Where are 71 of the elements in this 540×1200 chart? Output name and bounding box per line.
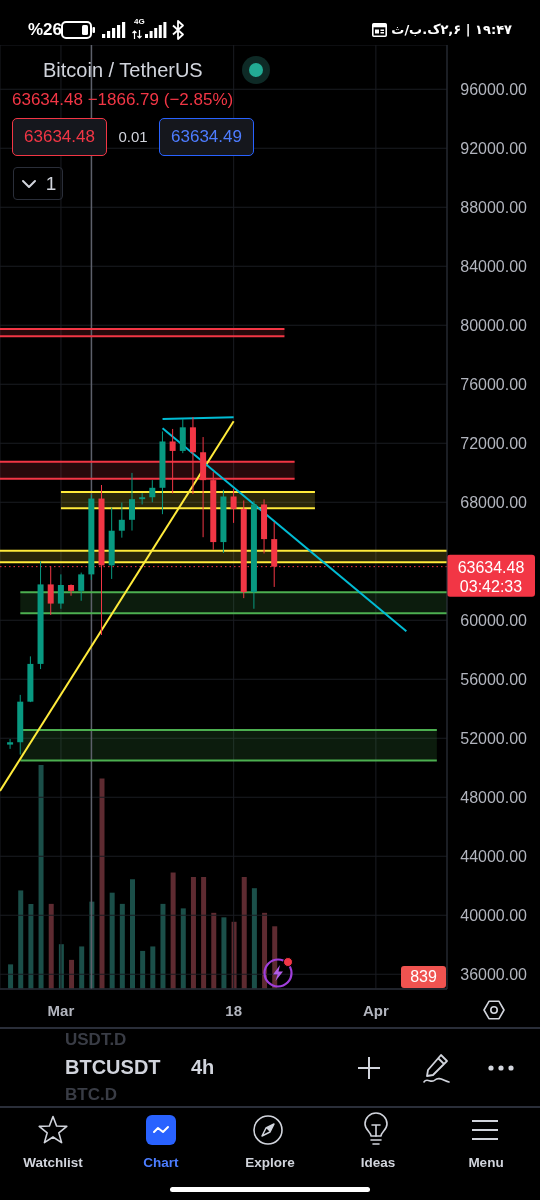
x-tick-label: Apr: [362, 1001, 389, 1019]
candlestick: [118, 502, 125, 539]
annotation: 0.01: [118, 127, 148, 145]
text: Menu: [468, 1154, 504, 1170]
bar: [28, 903, 34, 989]
candlestick: [139, 492, 146, 505]
annotation: 1: [45, 172, 57, 194]
bar: [79, 946, 85, 989]
bar: [150, 946, 156, 989]
bar: [140, 950, 146, 989]
bar: [180, 908, 186, 989]
bar: [190, 877, 196, 989]
y-tick-label: 76000.00: [460, 375, 528, 393]
y-tick-label: 84000.00: [460, 257, 528, 275]
y-tick-label: 92000.00: [460, 139, 528, 157]
text: ۱۹:۴۷ | ۲,۶ک.ب/ث: [391, 21, 512, 37]
bar: [48, 903, 54, 989]
candlestick: [68, 583, 75, 597]
bar: [221, 917, 227, 989]
y-tick-label: 56000.00: [460, 670, 528, 688]
bar: [69, 959, 75, 989]
y-tick-label: 52000.00: [460, 729, 528, 747]
candlestick: [128, 472, 135, 532]
bar: [129, 879, 135, 989]
bar: [109, 892, 115, 989]
bar: [170, 872, 176, 989]
text: Bitcoin / TetherUS: [43, 59, 203, 81]
bar: [18, 890, 24, 989]
text: Watchlist: [23, 1154, 83, 1170]
text: 03:42:33: [459, 577, 523, 595]
ref-line-label: 63634.48: [457, 558, 525, 576]
bar: [99, 778, 105, 989]
bar: [119, 903, 125, 989]
x-tick-label: 18: [225, 1001, 242, 1019]
bar: [211, 912, 217, 989]
candlestick: [57, 573, 64, 610]
candlestick: [179, 418, 186, 454]
text: BTCUSDT: [65, 1056, 161, 1078]
y-tick-label: 60000.00: [460, 611, 528, 629]
x-tick-label: Mar: [47, 1001, 75, 1019]
text: Ideas: [360, 1154, 396, 1170]
y-tick-label: 36000.00: [460, 965, 528, 983]
y-tick-label: 68000.00: [460, 493, 528, 511]
y-tick-label: 96000.00: [460, 80, 528, 98]
bar: [251, 888, 257, 989]
candlestick: [47, 565, 54, 616]
text: USDT.D: [65, 1029, 127, 1049]
annotation: 63634.49: [171, 126, 242, 146]
text: 4G: [134, 16, 145, 26]
y-tick-label: 72000.00: [460, 434, 528, 452]
y-tick-label: 80000.00: [460, 316, 528, 334]
bar: [160, 903, 166, 989]
candlestick: [230, 488, 237, 524]
text: 63634.48 −1866.79 (−2.85%): [12, 89, 234, 109]
text: Chart: [143, 1154, 179, 1170]
text: 4h: [191, 1056, 215, 1078]
y-tick-label: 88000.00: [460, 198, 528, 216]
candlestick: [78, 572, 85, 602]
bar: [241, 877, 247, 989]
y-tick-label: 48000.00: [460, 788, 528, 806]
text: BTC.D: [65, 1084, 117, 1104]
bar: [8, 964, 14, 989]
bar: [201, 877, 207, 989]
text: %26: [28, 19, 63, 39]
bar: [38, 765, 44, 989]
annotation: 63634.48: [24, 126, 95, 146]
text: Explore: [245, 1154, 295, 1170]
y-tick-label: 40000.00: [460, 906, 528, 924]
y-tick-label: 44000.00: [460, 847, 528, 865]
candlestick: [149, 479, 156, 503]
candlestick: [7, 738, 14, 750]
